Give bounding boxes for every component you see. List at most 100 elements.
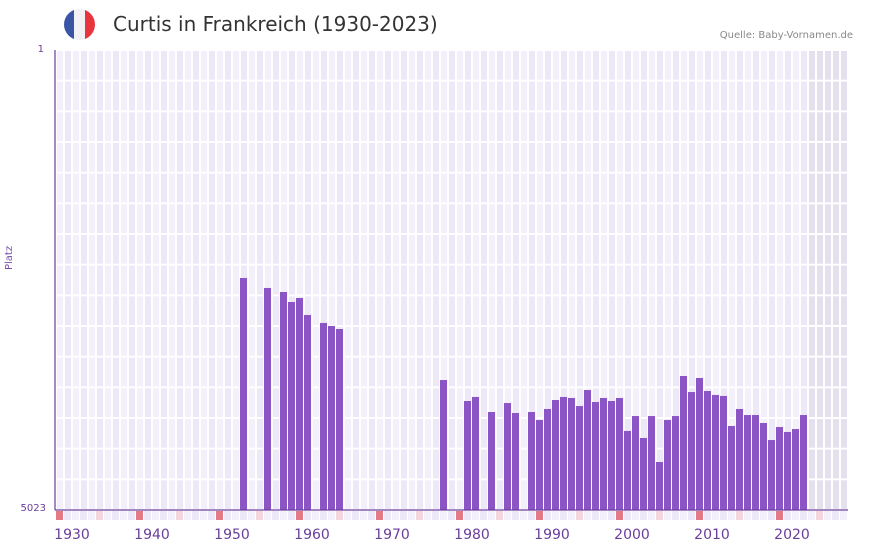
grid-cell <box>697 204 703 233</box>
year-marker <box>568 511 575 520</box>
grid-cell <box>377 480 383 509</box>
grid-cell <box>137 81 143 111</box>
grid-cell <box>417 449 423 479</box>
grid-cell <box>89 112 95 141</box>
grid-cell <box>785 112 791 141</box>
grid-cell <box>745 51 751 80</box>
grid-cell <box>545 296 551 325</box>
grid-cell <box>225 480 231 509</box>
grid-cell <box>233 357 239 387</box>
grid-cell <box>681 235 687 264</box>
grid-cell <box>137 357 143 387</box>
grid-cell <box>233 265 239 295</box>
grid-cell <box>841 357 847 387</box>
grid-cell <box>97 265 103 295</box>
grid-cell <box>433 265 439 295</box>
grid-cell <box>545 81 551 111</box>
year-marker <box>528 511 535 520</box>
grid-cell <box>193 81 199 111</box>
grid-cell <box>417 265 423 295</box>
grid-cell <box>697 173 703 203</box>
grid-cell <box>249 480 255 509</box>
grid-cell <box>417 419 423 448</box>
grid-cell <box>65 265 71 295</box>
grid-cell <box>289 173 295 203</box>
grid-cell <box>609 112 615 141</box>
year-marker <box>128 511 135 520</box>
grid-cell <box>337 296 343 325</box>
grid-cell <box>465 265 471 295</box>
grid-cell <box>481 327 487 356</box>
grid-cell <box>745 296 751 325</box>
grid-cell <box>201 388 207 417</box>
grid-cell <box>137 235 143 264</box>
year-marker <box>168 511 175 520</box>
year-marker <box>240 511 247 520</box>
grid-cell <box>121 112 127 141</box>
grid-cell <box>321 204 327 233</box>
grid-cell <box>65 235 71 264</box>
grid-cell <box>241 235 247 264</box>
grid-cell <box>225 388 231 417</box>
grid-cell <box>617 204 623 233</box>
grid-cell <box>97 51 103 80</box>
grid-cell <box>665 235 671 264</box>
grid-cell <box>521 265 527 295</box>
grid-cell <box>177 480 183 509</box>
grid-cell <box>841 296 847 325</box>
grid-cell <box>465 81 471 111</box>
grid-cell <box>537 81 543 111</box>
grid-cell <box>785 143 791 172</box>
grid-cell <box>121 480 127 509</box>
grid-cell <box>769 235 775 264</box>
grid-cell <box>249 143 255 172</box>
grid-cell <box>753 112 759 141</box>
grid-cell <box>809 173 815 203</box>
grid-cell <box>257 143 263 172</box>
grid-cell <box>801 143 807 172</box>
grid-cell <box>497 265 503 295</box>
grid-cell <box>473 235 479 264</box>
grid-cell <box>561 357 567 387</box>
source-label: Quelle: Baby-Vornamen.de <box>719 30 853 41</box>
grid-cell <box>81 235 87 264</box>
grid-cell <box>393 204 399 233</box>
grid-cell <box>649 296 655 325</box>
grid-cell <box>577 265 583 295</box>
grid-cell <box>689 173 695 203</box>
grid-cell <box>449 81 455 111</box>
grid-cell <box>201 480 207 509</box>
grid-cell <box>513 235 519 264</box>
grid-cell <box>305 173 311 203</box>
grid-cell <box>409 265 415 295</box>
grid-cell <box>529 204 535 233</box>
grid-cell <box>161 235 167 264</box>
grid-cell <box>793 265 799 295</box>
grid-cell <box>177 419 183 448</box>
grid-cell <box>745 357 751 387</box>
grid-cell <box>257 449 263 479</box>
grid-cell <box>457 388 463 417</box>
grid-cell <box>665 81 671 111</box>
grid-cell <box>345 296 351 325</box>
grid-cell <box>265 112 271 141</box>
grid-cell <box>665 327 671 356</box>
grid-cell <box>809 112 815 141</box>
grid-cell <box>625 235 631 264</box>
grid-cell <box>353 388 359 417</box>
grid-cell <box>833 265 839 295</box>
grid-cell <box>737 112 743 141</box>
grid-cell <box>169 204 175 233</box>
grid-cell <box>393 51 399 80</box>
grid-cell <box>321 265 327 295</box>
grid-cell <box>457 449 463 479</box>
grid-cell <box>577 388 583 417</box>
grid-cell <box>569 327 575 356</box>
grid-cell <box>657 419 663 448</box>
grid-cell <box>465 327 471 356</box>
grid-cell <box>249 81 255 111</box>
year-marker <box>152 511 159 520</box>
grid-cell <box>161 327 167 356</box>
grid-cell <box>657 296 663 325</box>
grid-cell <box>97 81 103 111</box>
